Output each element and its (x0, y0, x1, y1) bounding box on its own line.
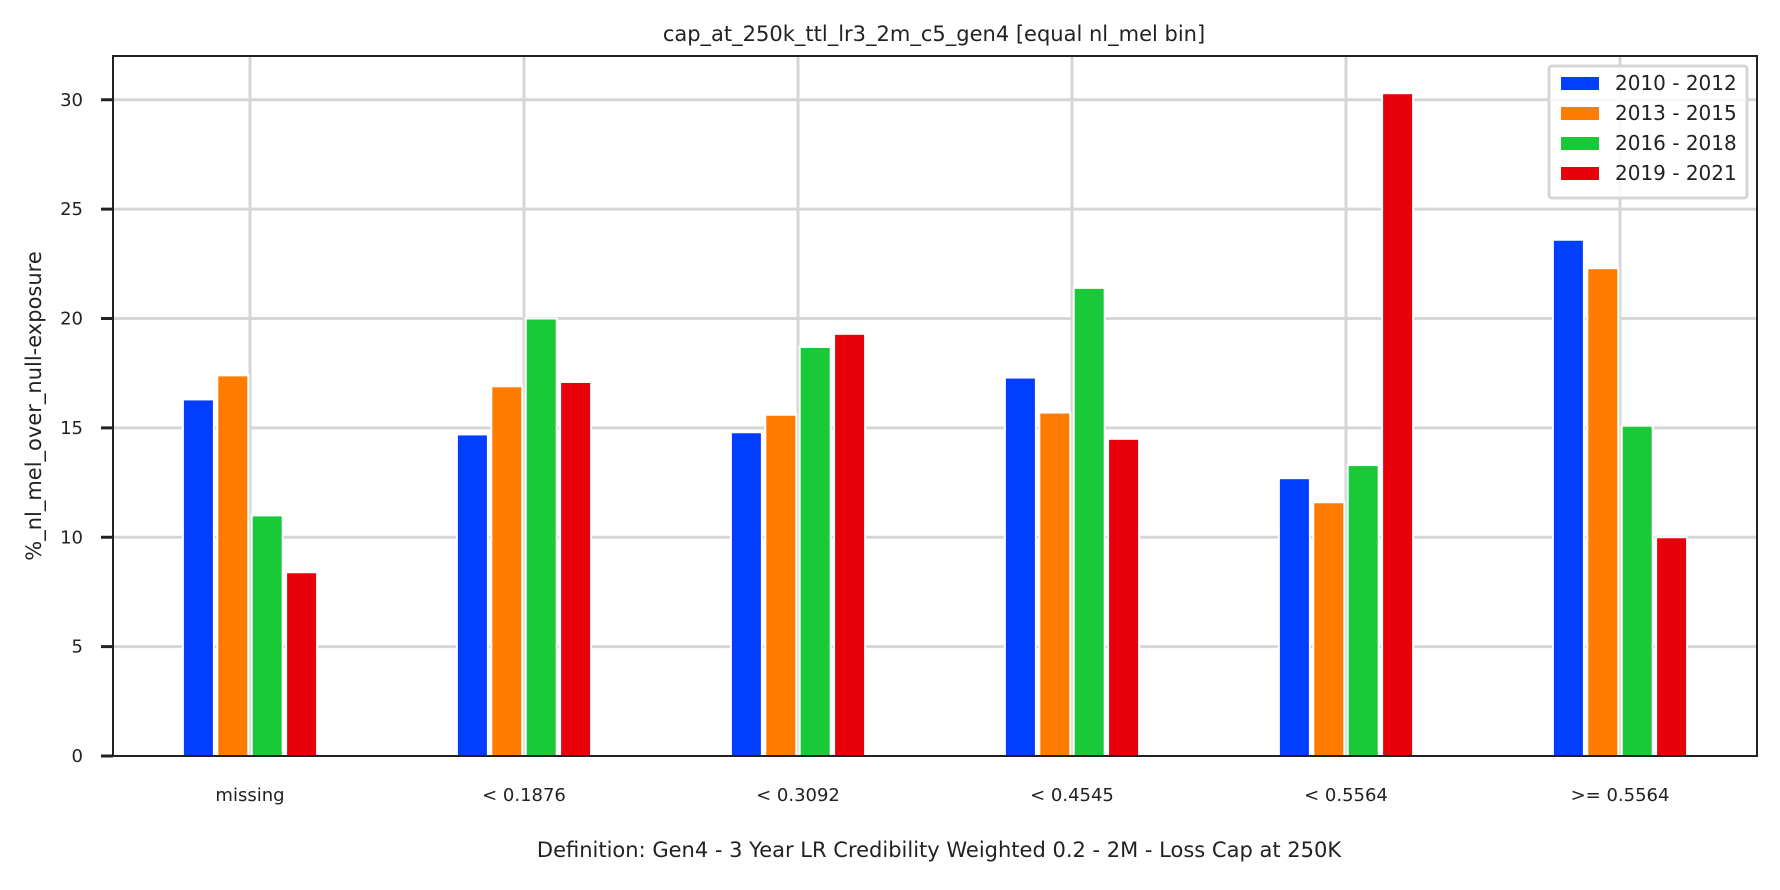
bar (1346, 464, 1380, 757)
bar (250, 514, 284, 757)
chart-title: cap_at_250k_ttl_lr3_2m_c5_gen4 [equal nl… (663, 22, 1205, 47)
bar (1003, 376, 1037, 757)
bar (1381, 92, 1415, 757)
legend-label: 2016 - 2018 (1615, 131, 1737, 155)
legend-label: 2010 - 2012 (1615, 71, 1737, 95)
bar (490, 385, 524, 757)
legend-swatch (1561, 77, 1599, 90)
legend-swatch (1561, 107, 1599, 120)
legend: 2010 - 2012 2013 - 2015 2016 - 2018 2019 - … (1547, 64, 1749, 200)
bar (764, 413, 798, 757)
y-tick-label: 0 (72, 746, 83, 767)
bar (833, 332, 867, 757)
x-tick-label: < 0.4545 (1030, 785, 1114, 806)
grid (113, 56, 1757, 756)
x-axis: missing < 0.1876 < 0.3092 < 0.4545 < 0.5564 >… (215, 785, 1669, 806)
bar (1072, 286, 1106, 757)
legend-box (1547, 64, 1749, 200)
plot-frame (112, 55, 1758, 757)
y-tick-label: 25 (60, 199, 83, 220)
bar (181, 398, 215, 757)
y-tick-label: 20 (60, 309, 83, 330)
bar (1655, 536, 1689, 757)
bar (1107, 437, 1141, 757)
y-tick-label: 15 (60, 418, 83, 439)
x-tick-label: < 0.5564 (1304, 785, 1388, 806)
bar (1312, 501, 1346, 757)
legend-swatch (1561, 167, 1599, 180)
y-tick-label: 10 (60, 527, 83, 548)
x-axis-label: Definition: Gen4 - 3 Year LR Credibility… (537, 838, 1342, 862)
bar (216, 374, 250, 757)
y-tick-label: 5 (72, 637, 83, 658)
bar (1620, 424, 1654, 757)
y-tick-label: 30 (60, 90, 83, 111)
x-tick-label: missing (215, 785, 284, 806)
bar (729, 431, 763, 757)
x-tick-label: >= 0.5564 (1571, 785, 1670, 806)
legend-label: 2019 - 2021 (1615, 161, 1737, 185)
legend-label: 2013 - 2015 (1615, 101, 1737, 125)
bar (1038, 411, 1072, 757)
bar (1586, 267, 1620, 757)
x-tick-label: < 0.1876 (482, 785, 566, 806)
bar (455, 433, 489, 757)
bar (559, 380, 593, 757)
y-axis: 0 5 10 15 20 25 30 (60, 90, 113, 767)
legend-swatch (1561, 137, 1599, 150)
bar (798, 345, 832, 757)
bars (181, 92, 1689, 757)
bar (1551, 238, 1585, 757)
bar (285, 571, 319, 757)
y-axis-label: %_nl_mel_over_null-exposure (22, 251, 47, 561)
x-tick-label: < 0.3092 (756, 785, 840, 806)
bar (524, 317, 558, 757)
bar (1277, 477, 1311, 757)
